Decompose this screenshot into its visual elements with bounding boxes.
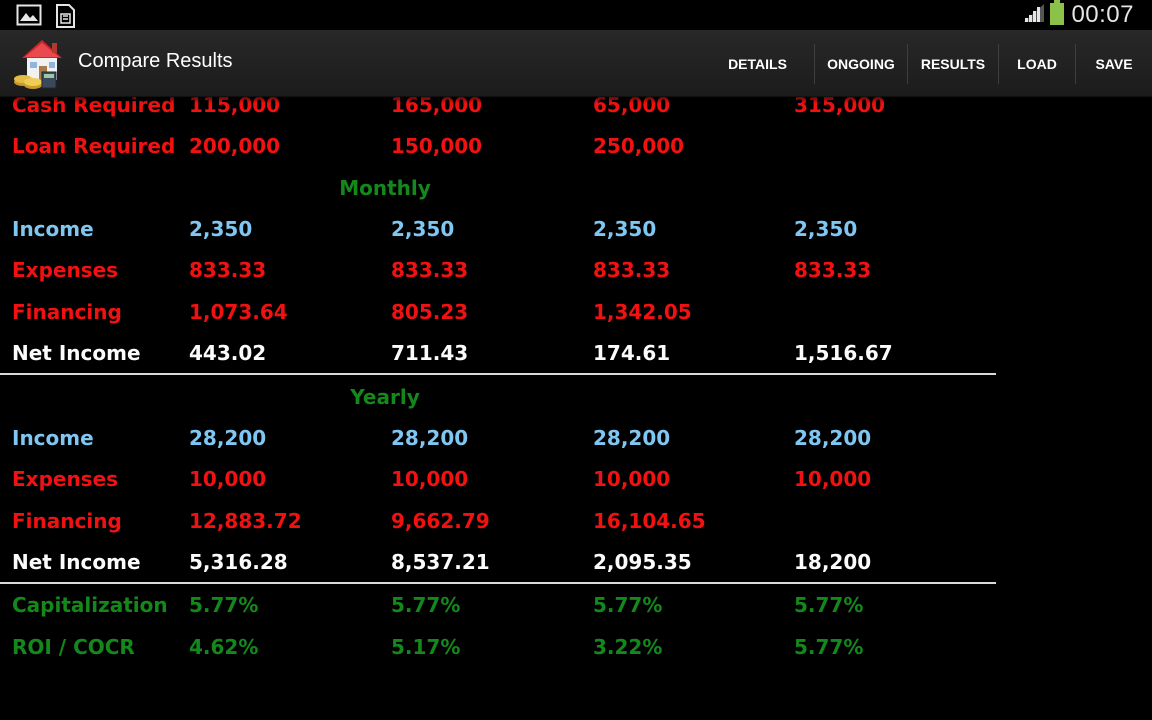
- table-row-yearly-net-income: Net Income 5,316.28 8,537.21 2,095.35 18…: [0, 550, 1000, 580]
- row-label: Capitalization: [12, 593, 168, 617]
- action-menu: DETAILS ONGOING RESULTS LOAD SAVE: [701, 44, 1152, 84]
- table-row-roi-cocr: ROI / COCR 4.62% 5.17% 3.22% 5.77%: [0, 635, 1000, 665]
- cell-value: 28,200: [794, 426, 872, 450]
- cell-value: 711.43: [391, 341, 469, 365]
- cell-value: 833.33: [189, 258, 267, 282]
- cell-value: 10,000: [391, 467, 469, 491]
- table-row-yearly-income: Income 28,200 28,200 28,200 28,200: [0, 426, 1000, 456]
- cell-value: 5,316.28: [189, 550, 288, 574]
- cell-value: 200,000: [189, 134, 281, 158]
- divider: [0, 373, 996, 375]
- cell-value: 2,095.35: [593, 550, 692, 574]
- divider: [0, 582, 996, 584]
- table-row-monthly-net-income: Net Income 443.02 711.43 174.61 1,516.67: [0, 341, 1000, 371]
- table-row-yearly-expenses: Expenses 10,000 10,000 10,000 10,000: [0, 467, 1000, 497]
- cell-value: 5.77%: [189, 593, 259, 617]
- signal-icon: [1023, 3, 1045, 27]
- cell-value: 115,000: [189, 96, 281, 117]
- cell-value: 250,000: [593, 134, 685, 158]
- cell-value: 174.61: [593, 341, 671, 365]
- cell-value: 2,350: [189, 217, 253, 241]
- results-button[interactable]: RESULTS: [907, 44, 998, 84]
- load-button[interactable]: LOAD: [998, 44, 1075, 84]
- table-row-loan-required: Loan Required 200,000 150,000 250,000: [0, 134, 1000, 164]
- cell-value: 443.02: [189, 341, 267, 365]
- ongoing-button[interactable]: ONGOING: [814, 44, 907, 84]
- cell-value: 16,104.65: [593, 509, 706, 533]
- cell-value: 1,342.05: [593, 300, 692, 324]
- cell-value: 2,350: [593, 217, 657, 241]
- cell-value: 165,000: [391, 96, 483, 117]
- cell-value: 28,200: [189, 426, 267, 450]
- row-label: Expenses: [12, 467, 119, 491]
- cell-value: 2,350: [794, 217, 858, 241]
- cell-value: 833.33: [391, 258, 469, 282]
- table-row-monthly-expenses: Expenses 833.33 833.33 833.33 833.33: [0, 258, 1000, 288]
- row-label: Net Income: [12, 341, 141, 365]
- yearly-section-title: Yearly: [350, 385, 420, 409]
- cell-value: 5.77%: [794, 593, 864, 617]
- table-row-monthly-income: Income 2,350 2,350 2,350 2,350: [0, 217, 1000, 247]
- row-label: Loan Required: [12, 134, 176, 158]
- row-label: Financing: [12, 509, 122, 533]
- table-row-capitalization: Capitalization 5.77% 5.77% 5.77% 5.77%: [0, 593, 1000, 623]
- details-button[interactable]: DETAILS: [728, 56, 787, 72]
- cell-value: 18,200: [794, 550, 872, 574]
- sd-card-icon: [54, 4, 76, 32]
- page-title: Compare Results: [78, 50, 233, 72]
- row-label: ROI / COCR: [12, 635, 135, 659]
- row-label: Expenses: [12, 258, 119, 282]
- cell-value: 150,000: [391, 134, 483, 158]
- gallery-icon: [16, 4, 42, 30]
- app-house-icon[interactable]: [12, 34, 70, 92]
- action-bar: Compare Results DETAILS ONGOING RESULTS …: [0, 30, 1152, 97]
- table-row-monthly-financing: Financing 1,073.64 805.23 1,342.05: [0, 300, 1000, 330]
- cell-value: 10,000: [189, 467, 267, 491]
- cell-value: 2,350: [391, 217, 455, 241]
- cell-value: 10,000: [593, 467, 671, 491]
- cell-value: 28,200: [593, 426, 671, 450]
- cell-value: 28,200: [391, 426, 469, 450]
- clock: 00:07: [1071, 1, 1134, 28]
- cell-value: 9,662.79: [391, 509, 490, 533]
- cell-value: 65,000: [593, 96, 671, 117]
- battery-icon: [1049, 0, 1065, 30]
- row-label: Income: [12, 217, 94, 241]
- cell-value: 3.22%: [593, 635, 663, 659]
- row-label: Cash Required: [12, 96, 176, 117]
- row-label: Income: [12, 426, 94, 450]
- cell-value: 8,537.21: [391, 550, 490, 574]
- status-bar: 00:07: [0, 0, 1152, 30]
- row-label: Net Income: [12, 550, 141, 574]
- cell-value: 315,000: [794, 96, 886, 117]
- table-row-cash-required: Cash Required 115,000 165,000 65,000 315…: [0, 96, 1000, 123]
- cell-value: 833.33: [593, 258, 671, 282]
- row-label: Financing: [12, 300, 122, 324]
- cell-value: 5.77%: [794, 635, 864, 659]
- cell-value: 5.77%: [593, 593, 663, 617]
- cell-value: 1,516.67: [794, 341, 893, 365]
- results-table: Cash Required 115,000 165,000 65,000 315…: [0, 96, 1152, 720]
- table-row-yearly-financing: Financing 12,883.72 9,662.79 16,104.65: [0, 509, 1000, 539]
- save-button[interactable]: SAVE: [1075, 44, 1152, 84]
- cell-value: 5.77%: [391, 593, 461, 617]
- cell-value: 805.23: [391, 300, 469, 324]
- cell-value: 10,000: [794, 467, 872, 491]
- cell-value: 1,073.64: [189, 300, 288, 324]
- cell-value: 4.62%: [189, 635, 259, 659]
- cell-value: 12,883.72: [189, 509, 302, 533]
- cell-value: 5.17%: [391, 635, 461, 659]
- monthly-section-title: Monthly: [339, 176, 431, 200]
- cell-value: 833.33: [794, 258, 872, 282]
